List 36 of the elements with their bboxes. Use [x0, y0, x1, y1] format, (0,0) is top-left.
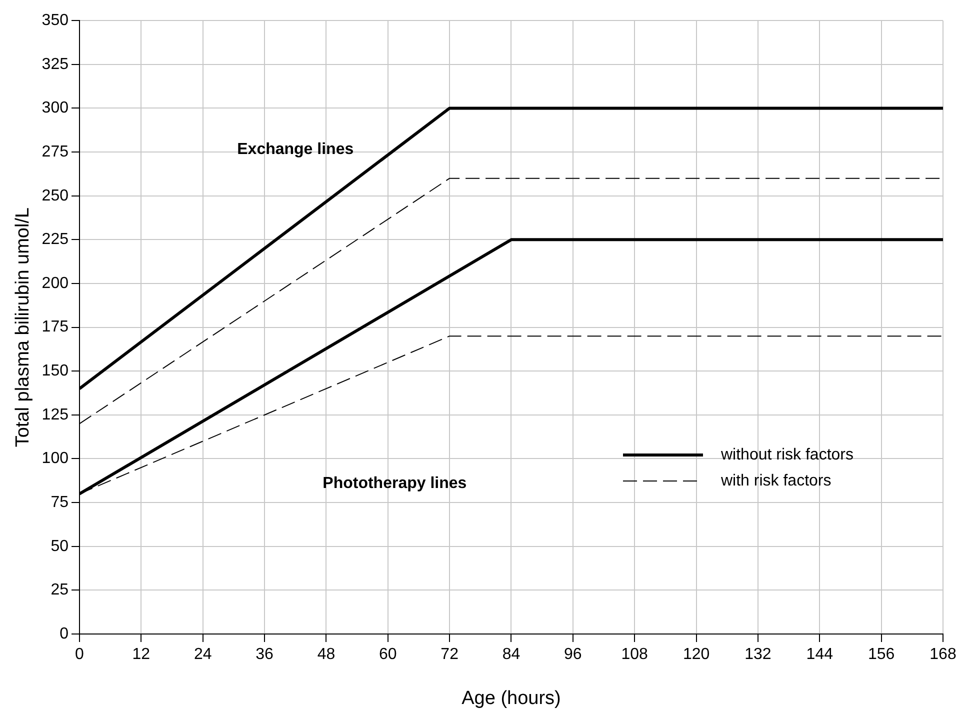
x-tick-label: 132	[744, 646, 772, 664]
x-tick-label: 72	[440, 646, 459, 664]
y-tick-label: 200	[42, 274, 69, 292]
x-tick-label: 96	[564, 646, 582, 664]
x-tick-label: 108	[621, 646, 648, 664]
y-tick-label: 350	[42, 12, 69, 30]
x-tick-label: 156	[868, 646, 895, 664]
x-tick-label: 36	[256, 646, 274, 664]
y-tick-label: 250	[42, 187, 69, 204]
annotation: Phototherapy lines	[322, 475, 467, 492]
y-tick-label: 100	[42, 450, 69, 468]
x-tick-label: 0	[75, 646, 84, 664]
y-tick-label: 0	[60, 625, 69, 642]
x-tick-label: 60	[378, 646, 397, 664]
x-tick-label: 24	[194, 646, 212, 664]
y-tick-label: 125	[42, 406, 69, 424]
y-tick-label: 325	[42, 56, 69, 73]
y-tick-label: 150	[42, 362, 69, 380]
y-tick-label: 300	[42, 100, 69, 117]
x-tick-label: 168	[930, 646, 956, 664]
legend-label: with risk factors	[720, 472, 832, 490]
x-tick-label: 144	[806, 646, 834, 664]
y-tick-label: 225	[42, 231, 69, 248]
x-tick-label: 12	[132, 646, 150, 664]
y-tick-label: 175	[42, 318, 69, 336]
y-axis-title: Total plasma bilirubin umol/L	[12, 207, 34, 448]
x-axis-title: Age (hours)	[462, 688, 561, 709]
y-tick-label: 75	[50, 494, 69, 511]
y-tick-label: 25	[50, 582, 69, 599]
y-tick-label: 50	[50, 538, 69, 555]
x-tick-label: 120	[682, 646, 710, 664]
legend-label: without risk factors	[720, 446, 854, 464]
y-tick-label: 275	[42, 143, 69, 160]
x-tick-label: 48	[317, 646, 336, 664]
annotation: Exchange lines	[237, 140, 354, 158]
x-tick-label: 84	[502, 646, 520, 664]
